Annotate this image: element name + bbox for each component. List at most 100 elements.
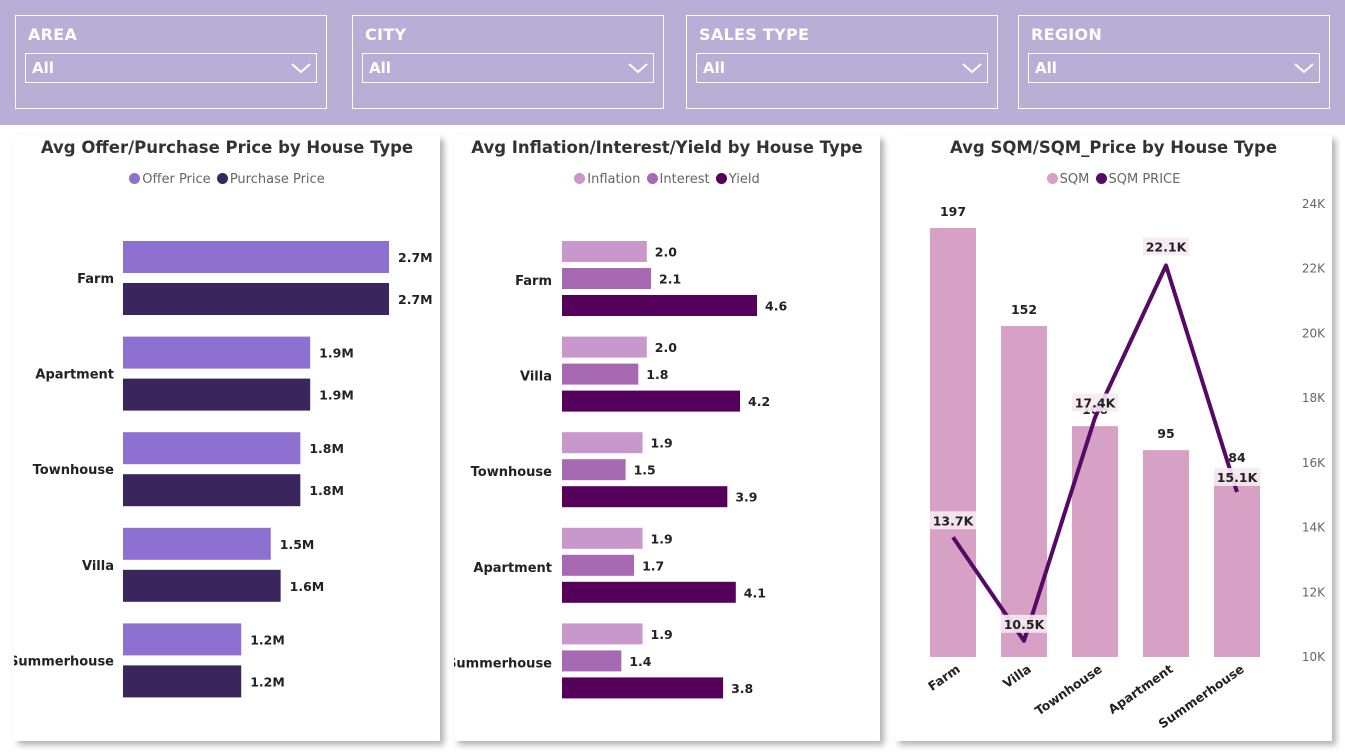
data-label-inflation-farm: 2.0 [655,245,677,260]
data-label-bg [930,511,976,530]
legend-item-interest[interactable]: Interest [646,172,710,187]
bar-offer-price-townhouse [123,432,301,465]
slicer-title: AREA [28,25,78,44]
bar-interest-summerhouse [562,650,622,672]
y2-tick-label: 20K [1302,326,1326,340]
bar-offer-price-farm [123,241,389,273]
sqm-combo-chart: 10K 12K 14K 16K 18K 20K 22K 24K 197 Farm 152 Villa 1… [925,197,1326,731]
legend-label: Inflation [587,172,641,187]
data-label-interest-apartment: 1.7 [642,558,664,573]
data-label-sqm-price-townhouse: 17.4K [1075,396,1117,411]
legend-label: Interest [659,172,710,187]
legend-label: SQM PRICE [1108,172,1181,187]
category-label-apartment: Apartment [473,561,552,576]
legend-dot-icon [574,173,586,184]
y2-tick-label: 24K [1302,197,1326,211]
sales-type-dropdown[interactable]: All [696,53,988,83]
legend-item-yield[interactable]: Yield [715,172,760,187]
slicer-title: CITY [365,25,407,44]
data-label-yield-summerhouse: 3.8 [731,681,753,696]
dropdown-value: All [1035,59,1057,77]
data-label-interest-townhouse: 1.5 [634,463,656,478]
price-bar-chart: 2.7M 2.7M Farm 1.9M 1.9M Apartment 1.8M 1.8M Tow… [14,241,433,698]
bar-yield-farm [562,295,757,316]
data-label-sqm-price-apartment: 22.1K [1146,239,1188,254]
legend-item-sqm-price[interactable]: SQM PRICE [1095,172,1181,187]
city-dropdown[interactable]: All [362,53,654,83]
data-label-offer-price-farm: 2.7M [398,250,433,265]
bar-purchase-price-farm [123,283,389,315]
data-label-offer-price-townhouse: 1.8M [309,441,344,456]
bar-offer-price-summerhouse [123,623,242,656]
x-tick-label-townhouse: Townhouse [1032,661,1105,718]
category-label-apartment: Apartment [35,368,114,383]
chevron-down-icon [628,63,648,74]
category-label-farm: Farm [515,274,552,289]
bar-inflation-townhouse [562,432,643,454]
filter-bar: AREA All CITY All SALES TYPE All REGION … [0,0,1345,125]
dropdown-value: All [703,59,725,77]
legend-dot-icon [1046,173,1058,184]
chevron-down-icon [962,63,982,74]
legend-item-offer-price[interactable]: Offer Price [129,172,211,187]
data-label-purchase-price-apartment: 1.9M [319,388,354,403]
bar-offer-price-apartment [123,336,311,369]
data-label-offer-price-apartment: 1.9M [319,346,354,361]
data-label-purchase-price-farm: 2.7M [398,292,433,307]
area-slicer: AREA All [15,15,327,109]
data-label-purchase-price-townhouse: 1.8M [309,483,344,498]
bar-sqm-villa [1001,325,1047,657]
x-tick-label-apartment: Apartment [1105,661,1176,717]
bar-sqm-summerhouse [1214,474,1260,657]
chart-title: Avg Inflation/Interest/Yield by House Ty… [471,138,863,157]
legend-dot-icon [129,173,141,184]
sqm-chart-panel: Avg SQM/SQM_Price by House Type SQM SQM … [895,135,1332,741]
legend-dot-icon [1095,173,1107,184]
line-sqm-price [951,263,1239,643]
y2-tick-label: 18K [1302,391,1326,405]
dropdown-value: All [32,59,54,77]
chevron-down-icon [291,63,311,74]
data-label-sqm-price-villa: 10.5K [1004,617,1046,632]
bar-inflation-farm [562,241,647,262]
area-dropdown[interactable]: All [25,53,317,83]
slicer-title: REGION [1031,25,1103,44]
data-label-purchase-price-villa: 1.6M [290,579,325,594]
category-label-farm: Farm [77,272,114,287]
legend-item-sqm[interactable]: SQM [1046,172,1090,187]
data-label-sqm-villa: 152 [1011,302,1037,317]
category-label-villa: Villa [82,559,114,574]
data-label-interest-summerhouse: 1.4 [629,654,651,669]
data-label-bg [1214,467,1260,486]
legend-label: SQM [1059,172,1090,187]
region-slicer: REGION All [1018,15,1330,109]
data-label-inflation-summerhouse: 1.9 [651,627,673,642]
bar-inflation-summerhouse [562,623,643,645]
legend-label: Yield [728,172,760,187]
bar-interest-apartment [562,554,635,576]
data-label-sqm-price-farm: 13.7K [933,513,975,528]
data-label-yield-villa: 4.2 [748,394,770,409]
rates-bar-chart: 2.0 2.1 4.6 Farm 2.0 1.8 4.2 Villa 1.9 1.5 3.9 Town… [454,241,787,699]
data-label-inflation-townhouse: 1.9 [651,436,673,451]
bar-offer-price-villa [123,527,271,560]
bar-purchase-price-townhouse [123,474,301,507]
bar-sqm-townhouse [1072,426,1118,657]
legend-dot-icon [715,173,727,184]
bar-purchase-price-apartment [123,378,311,411]
legend-item-purchase-price[interactable]: Purchase Price [216,172,325,187]
region-dropdown[interactable]: All [1028,53,1320,83]
y2-tick-label: 22K [1302,262,1326,276]
legend-label: Offer Price [142,172,211,187]
bar-yield-summerhouse [562,677,724,699]
data-label-yield-farm: 4.6 [765,299,787,314]
chart-title: Avg SQM/SQM_Price by House Type [949,138,1278,157]
category-label-townhouse: Townhouse [33,463,115,478]
legend-item-inflation[interactable]: Inflation [574,172,640,187]
y2-tick-label: 10K [1302,650,1326,664]
legend-dot-icon [216,173,228,184]
data-label-yield-apartment: 4.1 [744,585,766,600]
category-label-villa: Villa [520,370,552,385]
category-label-townhouse: Townhouse [471,465,553,480]
legend-label: Purchase Price [229,172,325,187]
